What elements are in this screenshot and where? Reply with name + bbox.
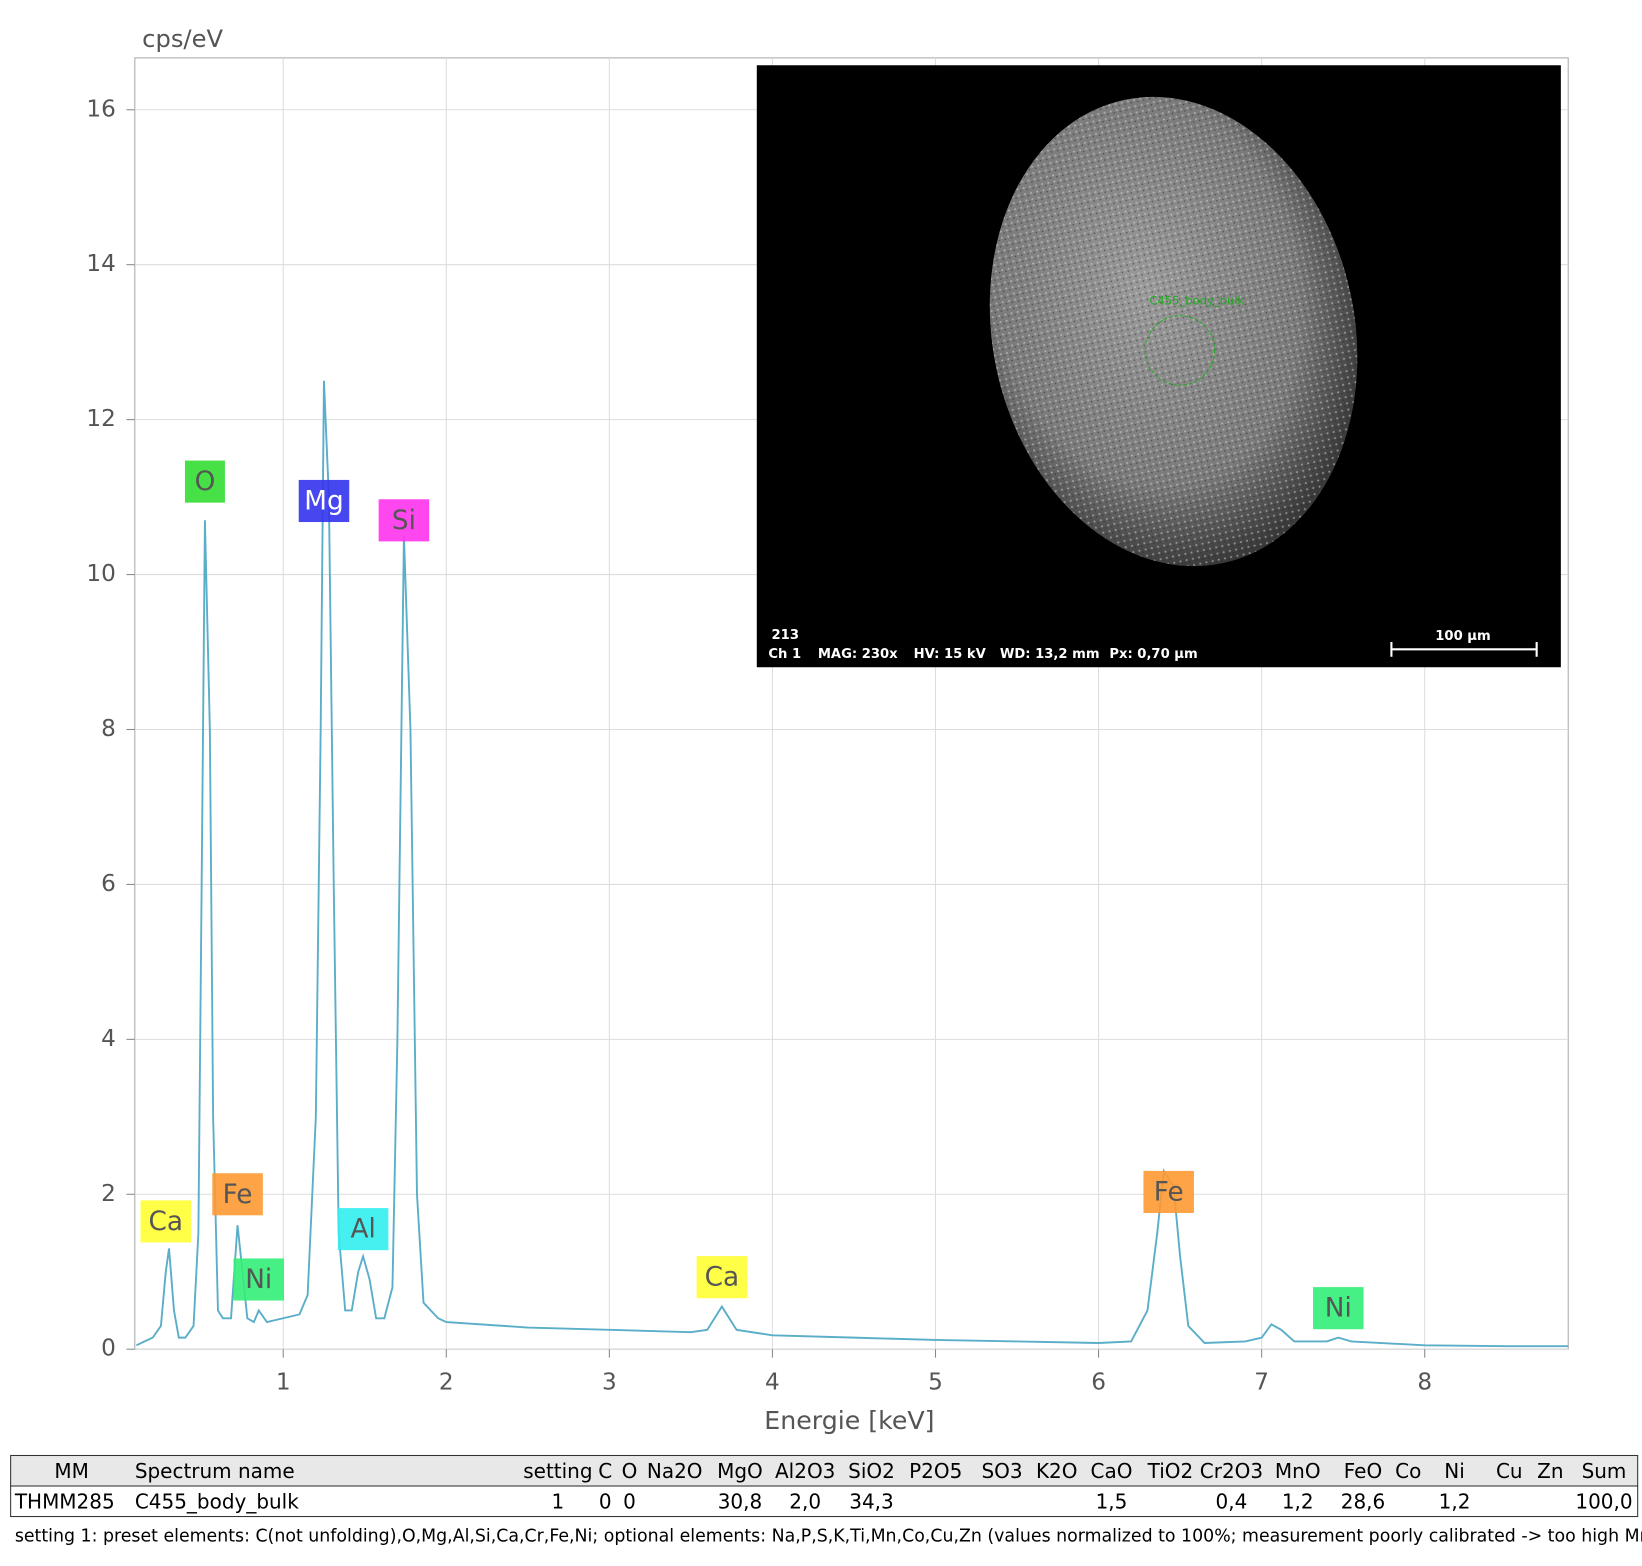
element-label-box bbox=[1143, 1170, 1194, 1213]
table-header: SO3 bbox=[981, 1459, 1022, 1483]
sem-px: Px: 0,70 µm bbox=[1109, 647, 1197, 662]
element-label: O bbox=[195, 467, 216, 497]
x-tick-label: 5 bbox=[928, 1369, 943, 1395]
spot-label: C455_body_bulk bbox=[1149, 293, 1244, 307]
x-tick-label: 4 bbox=[765, 1369, 780, 1395]
spectrum-line bbox=[135, 380, 1569, 1348]
element-label-box bbox=[233, 1258, 285, 1301]
table-header: K2O bbox=[1036, 1459, 1078, 1483]
sem-id: 213 bbox=[772, 628, 799, 643]
table-header: P2O5 bbox=[909, 1459, 962, 1483]
y-tick-label: 14 bbox=[86, 251, 115, 277]
element-label-box bbox=[378, 499, 430, 542]
element-label-box bbox=[298, 479, 350, 523]
table-header: Co bbox=[1395, 1459, 1421, 1483]
scale-bar-label: 100 µm bbox=[1435, 629, 1490, 644]
sem-wd: WD: 13,2 mm bbox=[1000, 647, 1100, 662]
element-label: Mg bbox=[304, 487, 343, 517]
sem-inset: C455_body_bulk 213 Ch 1 MAG: 230x HV: 15… bbox=[756, 65, 1561, 668]
x-tick-label: 2 bbox=[439, 1369, 454, 1395]
table-cell: 1,2 bbox=[1439, 1489, 1471, 1513]
sem-channel: Ch 1 bbox=[768, 647, 801, 662]
table-header-bg bbox=[10, 1454, 1639, 1487]
element-label-box bbox=[696, 1256, 748, 1299]
footnote: setting 1: preset elements: C(not unfold… bbox=[15, 1527, 1642, 1547]
element-label-box bbox=[140, 1200, 192, 1243]
x-tick-label: 3 bbox=[602, 1369, 617, 1395]
y-tick-label: 2 bbox=[101, 1181, 116, 1207]
table-cell: 34,3 bbox=[849, 1489, 894, 1513]
table-cell: 1,2 bbox=[1282, 1489, 1314, 1513]
element-label: Ni bbox=[1325, 1294, 1352, 1324]
table-cell: THMM285 bbox=[14, 1489, 115, 1513]
table-header: MnO bbox=[1275, 1459, 1321, 1483]
specimen-texture bbox=[989, 96, 1358, 567]
y-tick-label: 4 bbox=[101, 1026, 116, 1052]
table-cell: 0 bbox=[623, 1489, 636, 1513]
element-label-box bbox=[337, 1208, 389, 1251]
sem-hv: HV: 15 kV bbox=[914, 647, 987, 662]
table-cell: 0,4 bbox=[1216, 1489, 1248, 1513]
table-header: MgO bbox=[717, 1459, 763, 1483]
table-cell: 2,0 bbox=[789, 1489, 821, 1513]
y-tick-label: 12 bbox=[86, 406, 115, 432]
element-label: Al bbox=[350, 1215, 375, 1245]
table-header: Spectrum name bbox=[135, 1459, 295, 1483]
table-cell: C455_body_bulk bbox=[135, 1489, 299, 1513]
y-axis-label: cps/eV bbox=[142, 25, 223, 53]
table-header: Cr2O3 bbox=[1200, 1459, 1263, 1483]
element-label-box bbox=[1313, 1287, 1364, 1330]
table-cell: 1 bbox=[552, 1489, 565, 1513]
x-tick-label: 1 bbox=[276, 1369, 291, 1395]
element-label-box bbox=[212, 1173, 263, 1216]
y-tick-label: 8 bbox=[101, 716, 116, 742]
x-tick-label: 6 bbox=[1091, 1369, 1106, 1395]
table-header: Al2O3 bbox=[775, 1459, 835, 1483]
table-header: Ni bbox=[1444, 1459, 1465, 1483]
sem-mag: MAG: 230x bbox=[818, 647, 898, 662]
element-label: Si bbox=[392, 506, 416, 536]
table-header: C bbox=[598, 1459, 612, 1483]
element-label: Ca bbox=[705, 1263, 739, 1293]
table-cell: 28,6 bbox=[1341, 1489, 1386, 1513]
element-label: Fe bbox=[1154, 1178, 1184, 1208]
x-axis-label: Energie [keV] bbox=[764, 1406, 934, 1435]
table-row-bg bbox=[10, 1485, 1639, 1518]
table-cell: 100,0 bbox=[1575, 1489, 1632, 1513]
table-header: MM bbox=[54, 1459, 89, 1483]
element-label: Fe bbox=[223, 1180, 253, 1210]
table-cell: 1,5 bbox=[1096, 1489, 1128, 1513]
table-header: O bbox=[622, 1459, 638, 1483]
table-header: Cu bbox=[1496, 1459, 1523, 1483]
x-tick-label: 8 bbox=[1417, 1369, 1432, 1395]
table-header: Zn bbox=[1537, 1459, 1563, 1483]
y-tick-label: 6 bbox=[101, 871, 116, 897]
element-label-box bbox=[184, 460, 225, 503]
table-header: TiO2 bbox=[1147, 1459, 1194, 1483]
y-tick-label: 16 bbox=[86, 96, 115, 122]
table-header: Sum bbox=[1582, 1459, 1627, 1483]
y-tick-label: 0 bbox=[101, 1336, 116, 1362]
measurement-spot bbox=[1144, 315, 1216, 386]
table-header: CaO bbox=[1090, 1459, 1132, 1483]
table-cell: 0 bbox=[599, 1489, 612, 1513]
table-header: setting bbox=[523, 1459, 592, 1483]
element-label: Ni bbox=[245, 1265, 272, 1295]
table-cell: 30,8 bbox=[718, 1489, 763, 1513]
table-header: Na2O bbox=[647, 1459, 703, 1483]
table-header: FeO bbox=[1344, 1459, 1382, 1483]
scale-bar bbox=[1390, 641, 1538, 657]
element-label: Ca bbox=[149, 1207, 183, 1237]
y-tick-label: 10 bbox=[86, 561, 115, 587]
x-tick-label: 7 bbox=[1254, 1369, 1269, 1395]
table-header: SiO2 bbox=[848, 1459, 895, 1483]
